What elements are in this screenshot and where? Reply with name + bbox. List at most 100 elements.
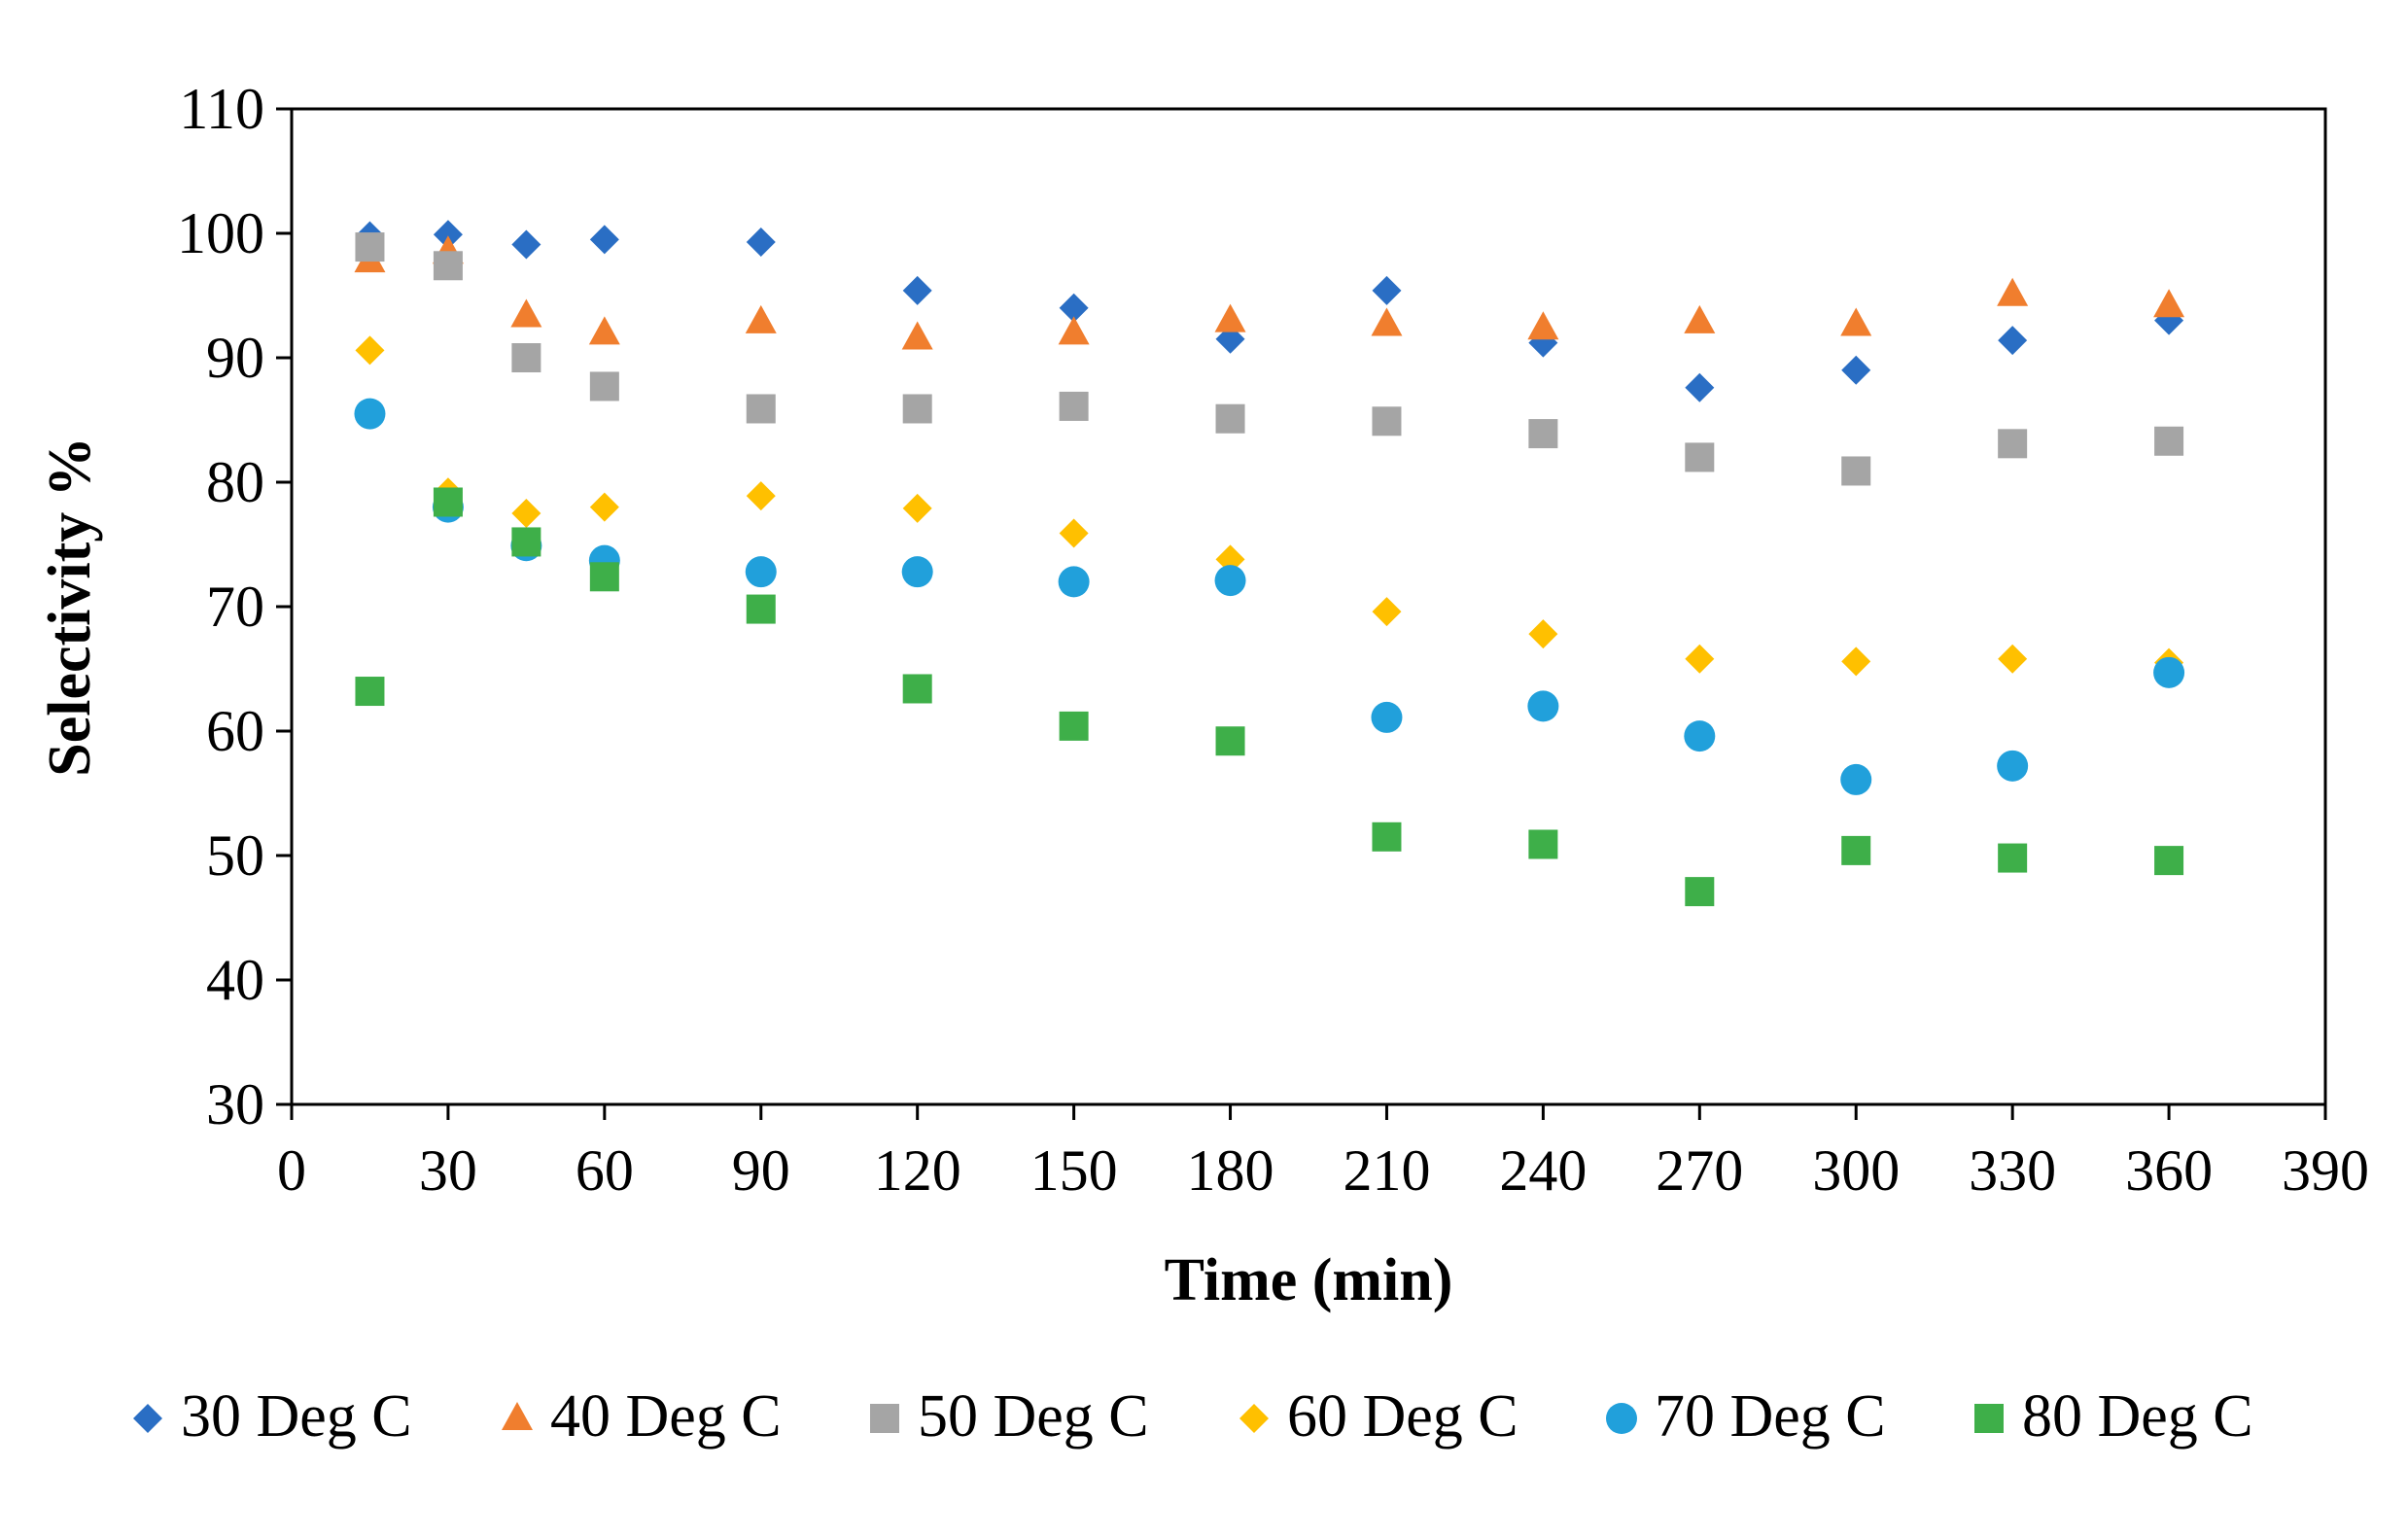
x-tick-label: 180 — [1187, 1138, 1274, 1203]
data-point — [1841, 835, 1871, 865]
legend-item: 30 Deg C — [133, 1383, 412, 1450]
legend-marker — [502, 1402, 533, 1430]
x-tick-label: 240 — [1499, 1138, 1587, 1203]
x-tick-label: 90 — [732, 1138, 790, 1203]
legend-item: 70 Deg C — [1606, 1383, 1886, 1450]
data-point — [746, 394, 776, 424]
series-60-deg-c — [355, 335, 2184, 678]
data-point — [589, 562, 619, 592]
data-point — [1372, 597, 1402, 627]
x-tick-label: 360 — [2125, 1138, 2213, 1203]
data-point — [1372, 821, 1402, 852]
data-point — [1059, 518, 1089, 548]
data-point — [1058, 566, 1090, 598]
legend-marker — [133, 1404, 162, 1433]
data-point — [355, 335, 385, 366]
data-series — [354, 220, 2185, 907]
data-point — [1215, 726, 1245, 756]
series-40-deg-c — [354, 235, 2185, 350]
y-tick-label: 60 — [206, 699, 264, 763]
data-point — [433, 251, 463, 281]
data-point — [1372, 406, 1402, 437]
legend-item: 40 Deg C — [502, 1383, 782, 1450]
data-point — [355, 232, 385, 262]
data-point — [1998, 644, 2028, 674]
x-tick-label: 330 — [1969, 1138, 2056, 1203]
data-point — [2153, 656, 2185, 688]
y-tick-label: 80 — [206, 450, 264, 514]
data-point — [589, 371, 619, 402]
x-tick-label: 300 — [1812, 1138, 1900, 1203]
data-point — [902, 493, 932, 523]
data-point — [1372, 275, 1402, 305]
y-tick-label: 90 — [206, 326, 264, 390]
data-point — [511, 499, 541, 528]
data-point — [1685, 877, 1715, 907]
y-tick-label: 100 — [177, 201, 264, 265]
data-point — [902, 674, 932, 704]
data-point — [1214, 303, 1246, 332]
data-point — [1371, 701, 1403, 733]
data-point — [1840, 307, 1872, 336]
x-tick-label: 270 — [1656, 1138, 1743, 1203]
data-point — [1997, 750, 2029, 782]
data-point — [1528, 419, 1558, 449]
data-point — [1215, 403, 1245, 434]
data-point — [2154, 426, 2184, 456]
legend-label: 30 Deg C — [181, 1383, 412, 1450]
data-point — [746, 594, 776, 624]
y-tick-label: 30 — [206, 1072, 264, 1136]
data-point — [1998, 326, 2028, 356]
x-tick-label: 210 — [1343, 1138, 1430, 1203]
data-point — [902, 394, 932, 424]
x-axis-tick-labels: 0 30 60 90 120 150 180 210 240 270 300 330 360 390 — [277, 1138, 2369, 1203]
data-point — [745, 304, 777, 333]
series-50-deg-c — [355, 232, 2184, 486]
data-point — [511, 527, 541, 557]
x-tick-label: 120 — [874, 1138, 961, 1203]
legend-label: 80 Deg C — [2022, 1383, 2253, 1450]
x-tick-label: 0 — [277, 1138, 306, 1203]
data-point — [902, 275, 932, 305]
data-point — [1527, 311, 1559, 340]
data-point — [2153, 289, 2185, 318]
data-point — [1841, 456, 1871, 486]
data-point — [746, 227, 776, 257]
data-point — [1528, 829, 1558, 859]
x-tick-label: 60 — [576, 1138, 634, 1203]
series-70-deg-c — [354, 398, 2185, 795]
data-point — [433, 220, 463, 250]
data-point — [1840, 763, 1872, 795]
y-tick-label: 110 — [179, 77, 264, 141]
data-point — [1684, 304, 1716, 333]
legend-label: 70 Deg C — [1655, 1383, 1886, 1450]
legend-label: 50 Deg C — [918, 1383, 1149, 1450]
data-point — [745, 556, 777, 588]
data-point — [1059, 391, 1089, 421]
legend-label: 60 Deg C — [1287, 1383, 1518, 1450]
data-point — [511, 229, 541, 260]
x-tick-label: 30 — [419, 1138, 477, 1203]
data-point — [433, 487, 463, 517]
data-point — [1997, 277, 2029, 306]
data-point — [589, 225, 619, 255]
legend-marker — [870, 1404, 899, 1433]
data-point — [511, 343, 541, 372]
data-point — [1527, 690, 1559, 722]
legend-marker — [1239, 1404, 1269, 1433]
data-point — [1684, 720, 1716, 752]
data-point — [354, 398, 386, 430]
data-point — [1685, 372, 1715, 402]
data-point — [1841, 647, 1871, 677]
legend-item: 60 Deg C — [1239, 1383, 1518, 1450]
y-tick-label: 50 — [206, 823, 264, 888]
y-tick-label: 40 — [206, 948, 264, 1012]
data-point — [2154, 846, 2184, 876]
y-axis-tick-labels: 30 40 50 60 70 80 90 100 110 — [177, 77, 264, 1136]
data-point — [588, 316, 620, 345]
data-point — [1058, 316, 1090, 345]
data-point — [1215, 544, 1245, 575]
y-axis-title: Selectivity % — [37, 437, 103, 777]
data-point — [1059, 711, 1089, 741]
data-point — [901, 321, 933, 350]
